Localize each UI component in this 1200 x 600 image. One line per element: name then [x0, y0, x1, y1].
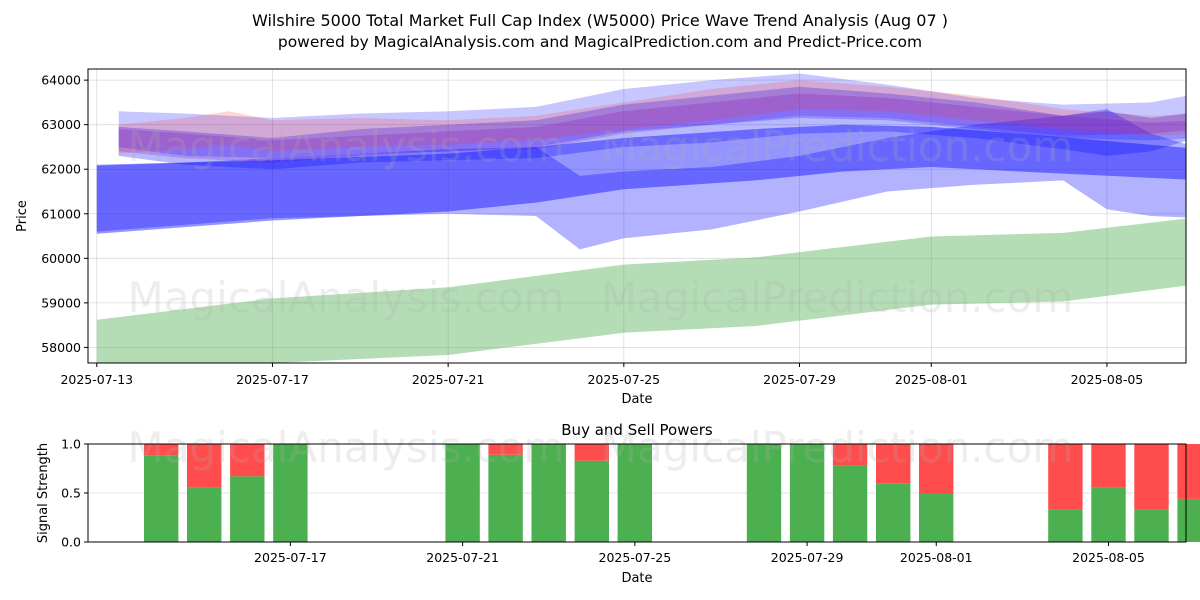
- buy-power-bar: [445, 444, 480, 542]
- power-y-tick-label: 0.5: [61, 486, 81, 501]
- price-x-tick-label: 2025-07-21: [412, 372, 485, 387]
- price-y-tick-label: 64000: [41, 73, 81, 88]
- price-wave-chart: MagicalAnalysis.com MagicalPrediction.co…: [15, 68, 1187, 407]
- watermark-prediction-top: MagicalPrediction.com: [601, 122, 1074, 171]
- buy-power-bar: [1177, 498, 1200, 542]
- price-band-0: [96, 218, 1186, 363]
- buy-power-bar: [273, 444, 308, 542]
- price-y-label: Price: [15, 200, 30, 232]
- power-x-tick-label: 2025-07-29: [771, 550, 844, 565]
- price-y-tick-label: 62000: [41, 162, 81, 177]
- sell-power-bar: [187, 444, 222, 488]
- price-band-3: [118, 73, 1186, 159]
- buy-power-bar: [876, 483, 911, 542]
- price-x-tick-label: 2025-07-17: [236, 372, 309, 387]
- buy-power-bar: [574, 460, 609, 542]
- sell-power-bar: [1134, 444, 1169, 510]
- watermark-prediction-mid: MagicalPrediction.com: [601, 273, 1074, 322]
- price-x-tick-label: 2025-08-01: [895, 372, 968, 387]
- price-grid: [88, 69, 1186, 363]
- watermark-analysis-top: MagicalAnalysis.com: [128, 122, 565, 171]
- price-x-ticks: 2025-07-13 2025-07-17 2025-07-21 2025-07-25…: [60, 363, 1143, 387]
- price-x-tick-label: 2025-07-25: [587, 372, 660, 387]
- sell-power-bar: [1177, 444, 1200, 499]
- buy-power-bar: [1091, 487, 1126, 542]
- price-x-tick-label: 2025-07-13: [60, 372, 133, 387]
- power-x-tick-label: 2025-07-17: [254, 550, 327, 565]
- buy-power-bar: [919, 493, 954, 542]
- price-y-ticks: 58000 59000 60000 61000 62000 63000 64000: [41, 73, 88, 355]
- chart-title: Wilshire 5000 Total Market Full Cap Inde…: [252, 11, 948, 30]
- price-y-tick-label: 61000: [41, 206, 81, 221]
- buy-power-bar: [488, 454, 523, 542]
- sell-power-bar: [876, 444, 911, 484]
- watermark-analysis-mid: MagicalAnalysis.com: [128, 273, 565, 322]
- price-y-tick-label: 60000: [41, 251, 81, 266]
- buy-power-bar: [617, 444, 652, 542]
- sell-power-bar: [230, 444, 265, 477]
- price-axes-frame: [87, 68, 1187, 364]
- price-x-tick-label: 2025-07-29: [763, 372, 836, 387]
- price-band-2: [96, 124, 1186, 234]
- sell-power-bar: [832, 444, 868, 466]
- price-x-label: Date: [621, 392, 652, 407]
- power-y-label: Signal Strength: [36, 443, 51, 543]
- power-chart-title: Buy and Sell Powers: [561, 421, 713, 439]
- buy-power-bar: [789, 444, 825, 542]
- price-band-1: [96, 109, 1186, 250]
- buy-power-bar: [230, 476, 265, 542]
- power-y-tick-label: 0.0: [61, 535, 81, 550]
- price-band-5: [118, 93, 1186, 163]
- power-x-label: Date: [621, 571, 652, 586]
- power-x-tick-label: 2025-08-01: [900, 550, 973, 565]
- price-y-tick-label: 58000: [41, 340, 81, 355]
- price-x-tick-label: 2025-08-05: [1071, 372, 1144, 387]
- buy-power-bar: [531, 444, 566, 542]
- price-band-4: [118, 86, 1186, 170]
- sell-power-bar: [919, 444, 954, 493]
- buy-power-bar: [832, 465, 868, 542]
- buy-power-bar: [1048, 509, 1083, 542]
- power-y-tick-label: 1.0: [61, 437, 81, 452]
- sell-power-bar: [1048, 444, 1083, 510]
- buy-power-bar: [746, 444, 782, 542]
- power-x-tick-label: 2025-07-25: [599, 550, 672, 565]
- buy-power-bar: [1134, 509, 1169, 542]
- buy-power-bar: [144, 455, 179, 542]
- sell-power-bar: [1091, 444, 1126, 488]
- sell-power-bar: [574, 444, 609, 461]
- power-x-ticks: 2025-07-17 2025-07-21 2025-07-25 2025-07-29…: [254, 542, 1145, 565]
- watermark-analysis-bottom: MagicalAnalysis.com: [128, 423, 565, 472]
- price-y-tick-label: 63000: [41, 117, 81, 132]
- price-band-6: [118, 80, 1186, 154]
- buy-sell-power-chart: Buy and Sell Powers MagicalAnalysis.com …: [36, 421, 1200, 586]
- price-bands: [96, 73, 1186, 363]
- sell-power-bar: [144, 444, 179, 456]
- sell-power-bar: [488, 444, 523, 455]
- power-x-tick-label: 2025-08-05: [1072, 550, 1145, 565]
- buy-power-bar: [187, 487, 222, 542]
- price-y-tick-label: 59000: [41, 295, 81, 310]
- power-y-ticks: 0.0 0.5 1.0: [61, 437, 88, 550]
- power-bars: [144, 444, 1200, 542]
- watermark-prediction-bottom: MagicalPrediction.com: [601, 423, 1074, 472]
- chart-subtitle: powered by MagicalAnalysis.com and Magic…: [278, 33, 922, 51]
- power-x-tick-label: 2025-07-21: [426, 550, 499, 565]
